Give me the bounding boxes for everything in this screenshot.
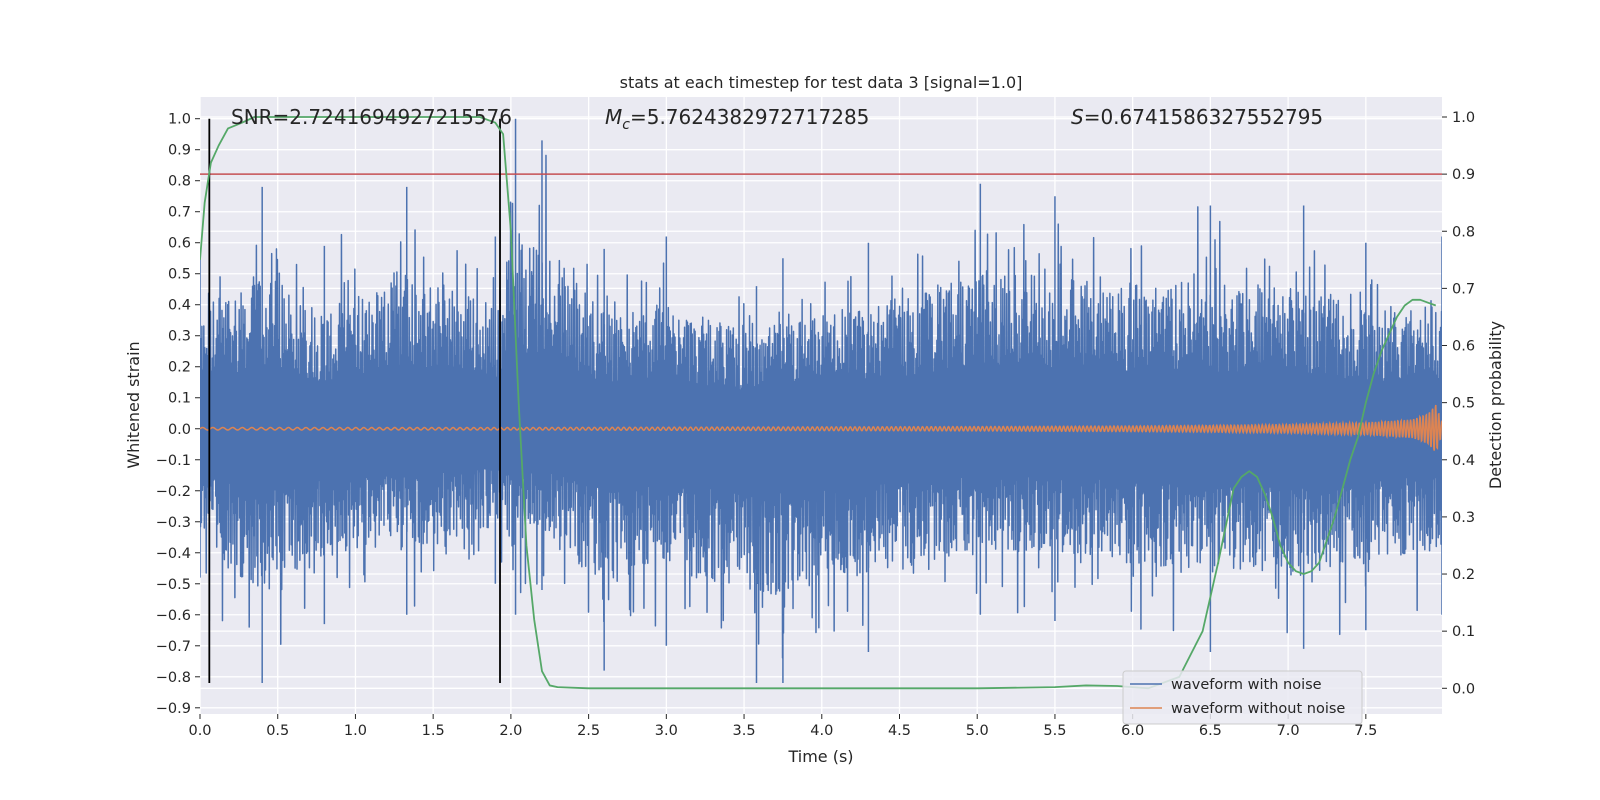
y-tick-label-left: 0.7 xyxy=(168,205,191,221)
y-tick-label-right: 0.4 xyxy=(1452,453,1475,469)
y-tick-label-left: −0.7 xyxy=(156,639,191,655)
y-tick-label-right: 0.2 xyxy=(1452,567,1475,583)
s-annotation: S=0.6741586327552795 xyxy=(1071,105,1323,129)
chart-title: stats at each timestep for test data 3 [… xyxy=(620,73,1023,92)
snr-annotation: SNR=2.7241694927215576 xyxy=(231,105,512,129)
y-tick-label-left: 0.3 xyxy=(168,329,191,345)
x-tick-label: 0.5 xyxy=(266,723,289,739)
y-tick-label-right: 1.0 xyxy=(1452,110,1475,126)
series-layer xyxy=(200,116,1442,690)
s-symbol: S xyxy=(1071,105,1084,129)
y-tick-label-left: 1.0 xyxy=(168,112,191,128)
legend-box xyxy=(1122,670,1363,725)
ticks: 0.0 0.5 1.0 1.5 2.0 2.5 3.0 3.5 4.0 4.5 5.0 5.5 6.0 6… xyxy=(156,110,1475,739)
x-axis-label: Time (s) xyxy=(787,747,853,766)
y-axis-label-left: Whitened strain xyxy=(124,341,143,468)
x-tick-label: 7.0 xyxy=(1277,723,1300,739)
mc-subscript: c xyxy=(622,117,630,133)
x-tick-label: 6.0 xyxy=(1121,723,1144,739)
y-tick-label-right: 0.8 xyxy=(1452,224,1475,240)
legend: waveform with noise waveform without noi… xyxy=(1122,670,1363,725)
mc-annotation: Mc=5.7624382972717285 xyxy=(605,105,869,133)
y-tick-label-left: 0.9 xyxy=(168,143,191,159)
x-tick-label: 3.5 xyxy=(733,723,756,739)
series-waveform-without-noise xyxy=(200,404,1442,451)
y-tick-label-left: 0.6 xyxy=(168,236,191,252)
y-tick-label-left: 0.2 xyxy=(168,360,191,376)
series-detection-probability xyxy=(200,116,1437,690)
y-tick-label-right: 0.7 xyxy=(1452,281,1475,297)
x-tick-label: 0.0 xyxy=(188,723,211,739)
y-tick-label-left: 0.5 xyxy=(168,267,191,283)
y-axis-label-right: Detection probability xyxy=(1486,321,1505,489)
x-tick-label: 3.0 xyxy=(655,723,678,739)
y-tick-label-right: 0.9 xyxy=(1452,167,1475,183)
mc-value: =5.7624382972717285 xyxy=(630,105,869,129)
y-tick-label-left: −0.4 xyxy=(156,546,191,562)
y-tick-label-left: −0.9 xyxy=(156,701,191,717)
mc-symbol: M xyxy=(605,105,622,129)
y-tick-label-left: 0.1 xyxy=(168,391,191,407)
y-tick-label-left: 0.0 xyxy=(168,422,191,438)
x-tick-label: 1.5 xyxy=(422,723,445,739)
x-tick-label: 6.5 xyxy=(1199,723,1222,739)
x-tick-label: 4.0 xyxy=(810,723,833,739)
x-tick-label: 7.5 xyxy=(1354,723,1377,739)
x-tick-label: 4.5 xyxy=(888,723,911,739)
y-tick-label-right: 0.1 xyxy=(1452,624,1475,640)
legend-label-noise: waveform with noise xyxy=(1171,677,1322,693)
y-tick-label-left: −0.2 xyxy=(156,484,191,500)
y-tick-label-right: 0.5 xyxy=(1452,396,1475,412)
y-tick-label-right: 0.6 xyxy=(1452,339,1475,355)
y-tick-label-left: −0.3 xyxy=(156,515,191,531)
x-tick-label: 2.0 xyxy=(499,723,522,739)
y-tick-label-left: 0.8 xyxy=(168,174,191,190)
x-tick-label: 1.0 xyxy=(344,723,367,739)
y-tick-label-left: −0.6 xyxy=(156,608,191,624)
y-tick-label-left: 0.4 xyxy=(168,298,191,314)
y-tick-label-right: 0.3 xyxy=(1452,510,1475,526)
x-tick-label: 2.5 xyxy=(577,723,600,739)
y-tick-label-left: −0.8 xyxy=(156,670,191,686)
y-tick-label-left: −0.5 xyxy=(156,577,191,593)
y-tick-label-right: 0.0 xyxy=(1452,681,1475,697)
x-tick-label: 5.5 xyxy=(1043,723,1066,739)
y-tick-label-left: −0.1 xyxy=(156,453,191,469)
s-value: =0.6741586327552795 xyxy=(1084,105,1323,129)
legend-label-clean: waveform without noise xyxy=(1171,701,1345,717)
x-tick-label: 5.0 xyxy=(966,723,989,739)
